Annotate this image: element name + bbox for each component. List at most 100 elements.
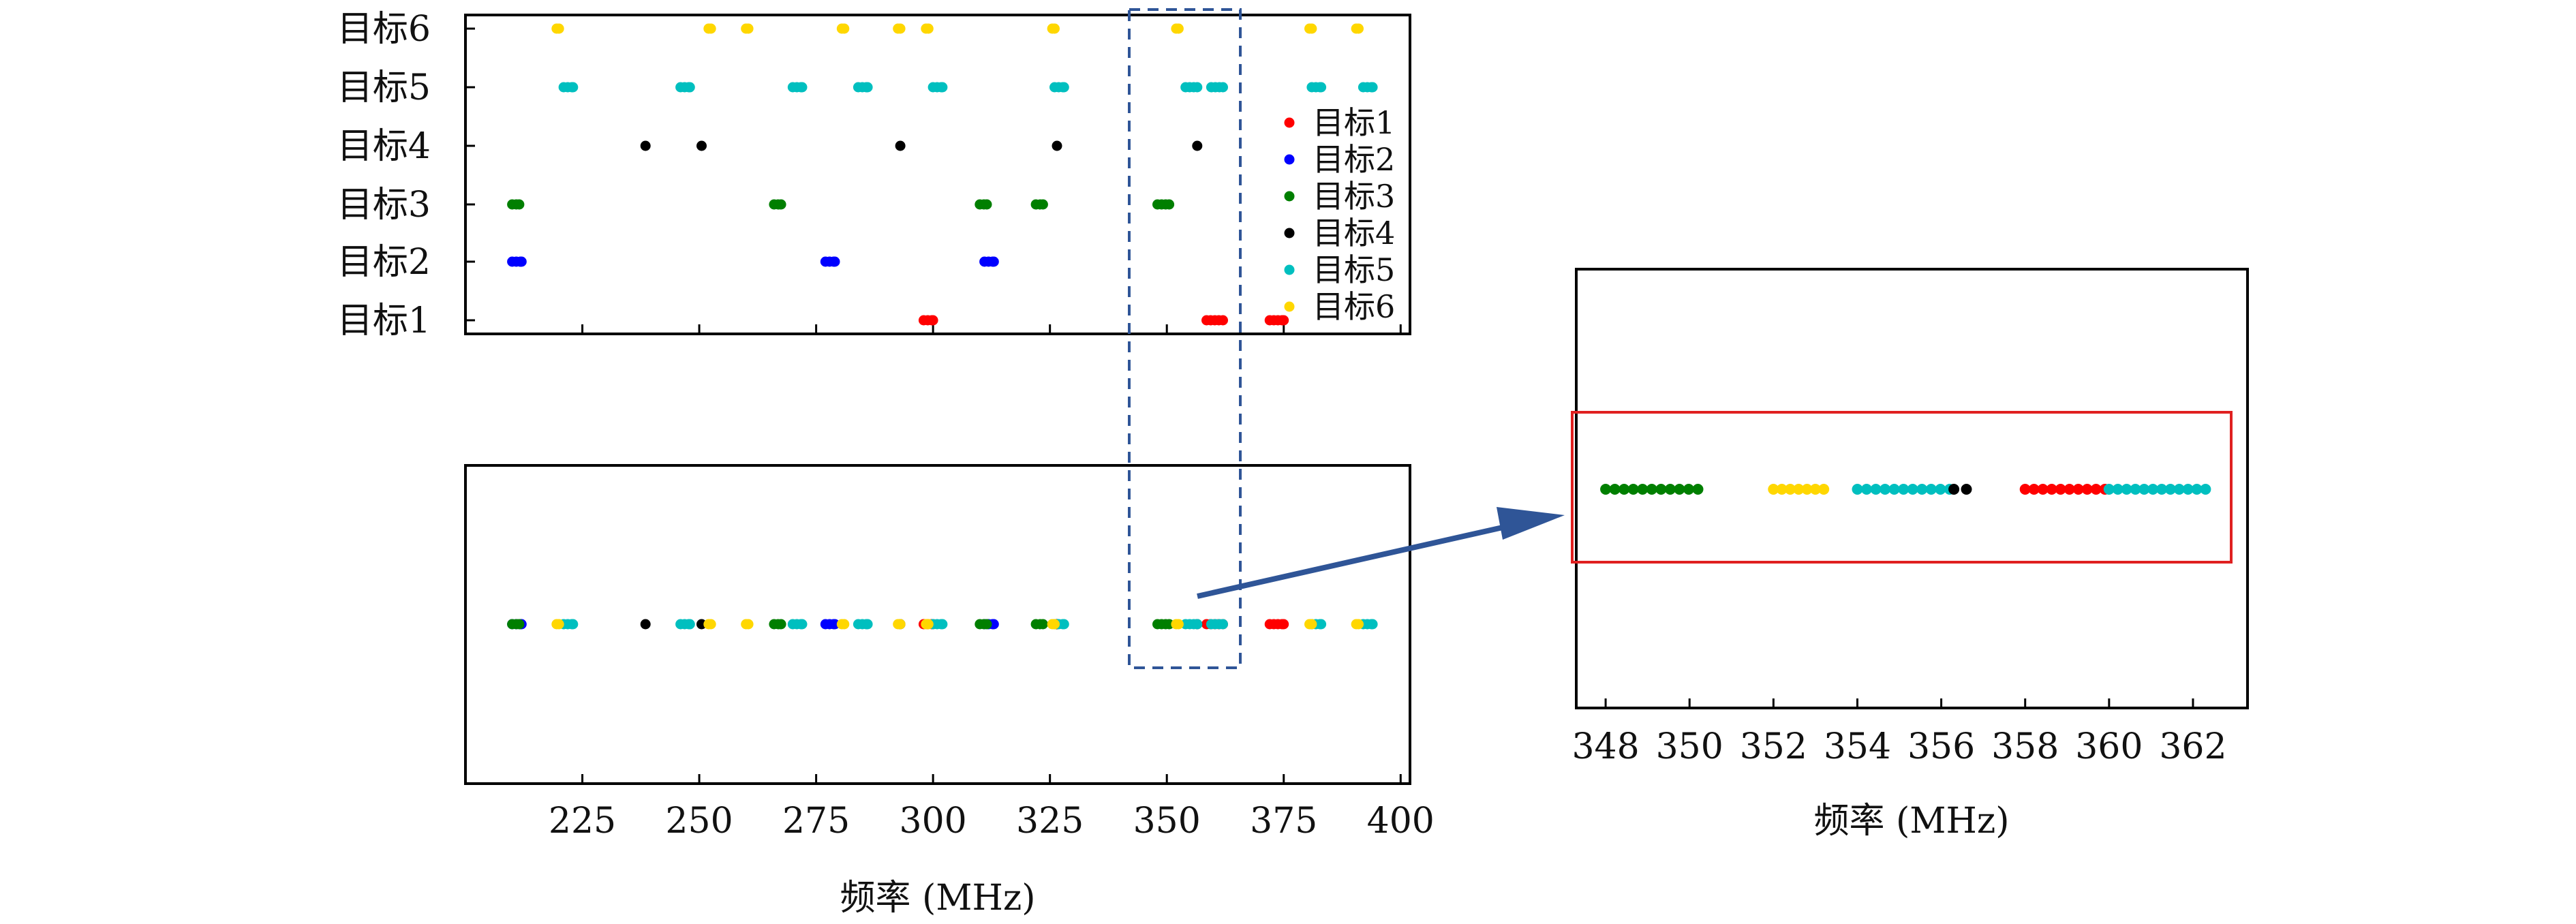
series-6-mark	[1306, 619, 1317, 630]
series-3-zoom-mark	[1637, 484, 1649, 495]
top-x-axis	[581, 324, 1402, 334]
zoom-arrow	[1197, 507, 1565, 599]
series-3-mark	[1164, 199, 1175, 210]
legend-label: 目标2	[1313, 141, 1395, 178]
series-5-zoom-mark	[1852, 484, 1863, 495]
series-6-zoom-mark	[1776, 484, 1788, 495]
series-2-mark	[516, 256, 527, 267]
series-6-mark	[1306, 23, 1317, 34]
series-5-zoom-mark	[2130, 484, 2141, 495]
series-6-mark	[1353, 23, 1364, 34]
series-3-zoom-mark	[1646, 484, 1657, 495]
zoom-plot-frame	[1575, 268, 2249, 709]
series-6-zoom-mark	[1809, 484, 1821, 495]
zoom-panel: 348 350 352 354 356 358 360 362 频率 (MHz)	[1571, 268, 2249, 842]
series-6-mark	[1049, 23, 1060, 34]
series-4-mark	[696, 140, 707, 151]
series-3-zoom-mark	[1609, 484, 1621, 495]
series-1-zoom-mark	[2064, 484, 2075, 495]
series-5-zoom-mark	[2147, 484, 2159, 495]
series-2-mark	[988, 619, 999, 630]
top-plot-frame	[464, 14, 1411, 335]
zoom-highlight-box	[1571, 411, 2233, 564]
series-5-mark	[862, 82, 873, 93]
series-5-zoom-mark	[2164, 484, 2176, 495]
series-5-mark	[797, 619, 808, 630]
zoom-x-tick-label: 362	[2159, 726, 2226, 767]
series-6-mark	[839, 619, 850, 630]
zoom-x-tick-label: 348	[1571, 726, 1639, 767]
series-5-zoom-mark	[2138, 484, 2150, 495]
series-3-mark	[981, 619, 992, 630]
series-3-zoom-mark	[1674, 484, 1685, 495]
x-tick-label: 400	[1367, 801, 1435, 842]
series-4-mark	[640, 619, 651, 630]
series-5-zoom-mark	[2156, 484, 2168, 495]
series-4-mark	[1052, 140, 1062, 151]
series-5-mark	[937, 619, 948, 630]
series-3-mark	[776, 199, 786, 210]
series-1-zoom-mark	[2090, 484, 2102, 495]
series-3-zoom-mark	[1655, 484, 1667, 495]
series-6-zoom-mark	[1768, 484, 1779, 495]
middle-panel: 225 250 275 300 325 350 375 400 频率 (MHz)	[464, 464, 1435, 919]
series-5-mark	[1316, 619, 1327, 630]
series-5-zoom-mark	[1888, 484, 1900, 495]
y-tick-label: 目标1	[337, 301, 431, 341]
series-3-zoom-mark	[1692, 484, 1704, 495]
series-1-mark	[1278, 619, 1289, 630]
series-6-zoom-mark	[1785, 484, 1796, 495]
top-series-marks	[507, 23, 1378, 326]
legend-label: 目标1	[1313, 104, 1395, 141]
series-6-mark	[895, 23, 906, 34]
series-5-zoom-mark	[1935, 484, 1946, 495]
series-6-mark	[553, 619, 564, 630]
x-tick-label: 350	[1133, 801, 1201, 842]
series-6-mark	[1173, 23, 1184, 34]
legend-marker	[1284, 301, 1295, 312]
zoom-x-tick-label: 360	[2075, 726, 2143, 767]
series-6-mark	[923, 619, 934, 630]
series-5-zoom-mark	[1870, 484, 1882, 495]
zoom-region-dashed-box	[1128, 8, 1242, 669]
legend-label: 目标3	[1313, 178, 1395, 215]
legend-marker	[1284, 191, 1295, 202]
legend-marker	[1284, 228, 1295, 238]
series-5-mark	[684, 82, 695, 93]
zoom-x-tick-label: 358	[1991, 726, 2059, 767]
series-5-zoom-mark	[1880, 484, 1891, 495]
series-6-mark	[1173, 619, 1184, 630]
series-3-mark	[514, 619, 525, 630]
series-5-mark	[1316, 82, 1327, 93]
series-3-zoom-mark	[1600, 484, 1612, 495]
y-tick-label: 目标5	[337, 67, 431, 108]
series-6-mark	[1353, 619, 1364, 630]
series-1-zoom-mark	[2046, 484, 2057, 495]
series-5-mark	[1218, 619, 1228, 630]
series-1-zoom-mark	[2055, 484, 2066, 495]
middle-x-axis: 225 250 275 300 325 350 375 400	[549, 774, 1435, 842]
series-1-zoom-mark	[2072, 484, 2084, 495]
series-3-zoom-mark	[1619, 484, 1630, 495]
series-1-mark	[1278, 315, 1289, 326]
zoom-x-axis-label: 频率 (MHz)	[1813, 801, 2009, 842]
series-2-mark	[829, 619, 840, 630]
series-4-mark	[640, 140, 651, 151]
x-tick-label: 300	[900, 801, 967, 842]
legend-label: 目标6	[1313, 288, 1395, 325]
series-5-mark	[937, 82, 948, 93]
series-1-zoom-mark	[2028, 484, 2040, 495]
series-6-mark	[1049, 619, 1060, 630]
zoom-x-tick-label: 350	[1656, 726, 1723, 767]
series-3-zoom-mark	[1683, 484, 1694, 495]
series-5-mark	[862, 619, 873, 630]
series-6-mark	[743, 619, 754, 630]
x-tick-label: 275	[782, 801, 850, 842]
series-3-mark	[1037, 199, 1048, 210]
series-1-zoom-mark	[2019, 484, 2031, 495]
middle-plot-frame	[464, 464, 1411, 785]
y-tick-label: 目标6	[337, 9, 431, 50]
series-5-zoom-mark	[1925, 484, 1937, 495]
zoom-x-tick-label: 352	[1740, 726, 1807, 767]
series-5-zoom-mark	[1916, 484, 1928, 495]
